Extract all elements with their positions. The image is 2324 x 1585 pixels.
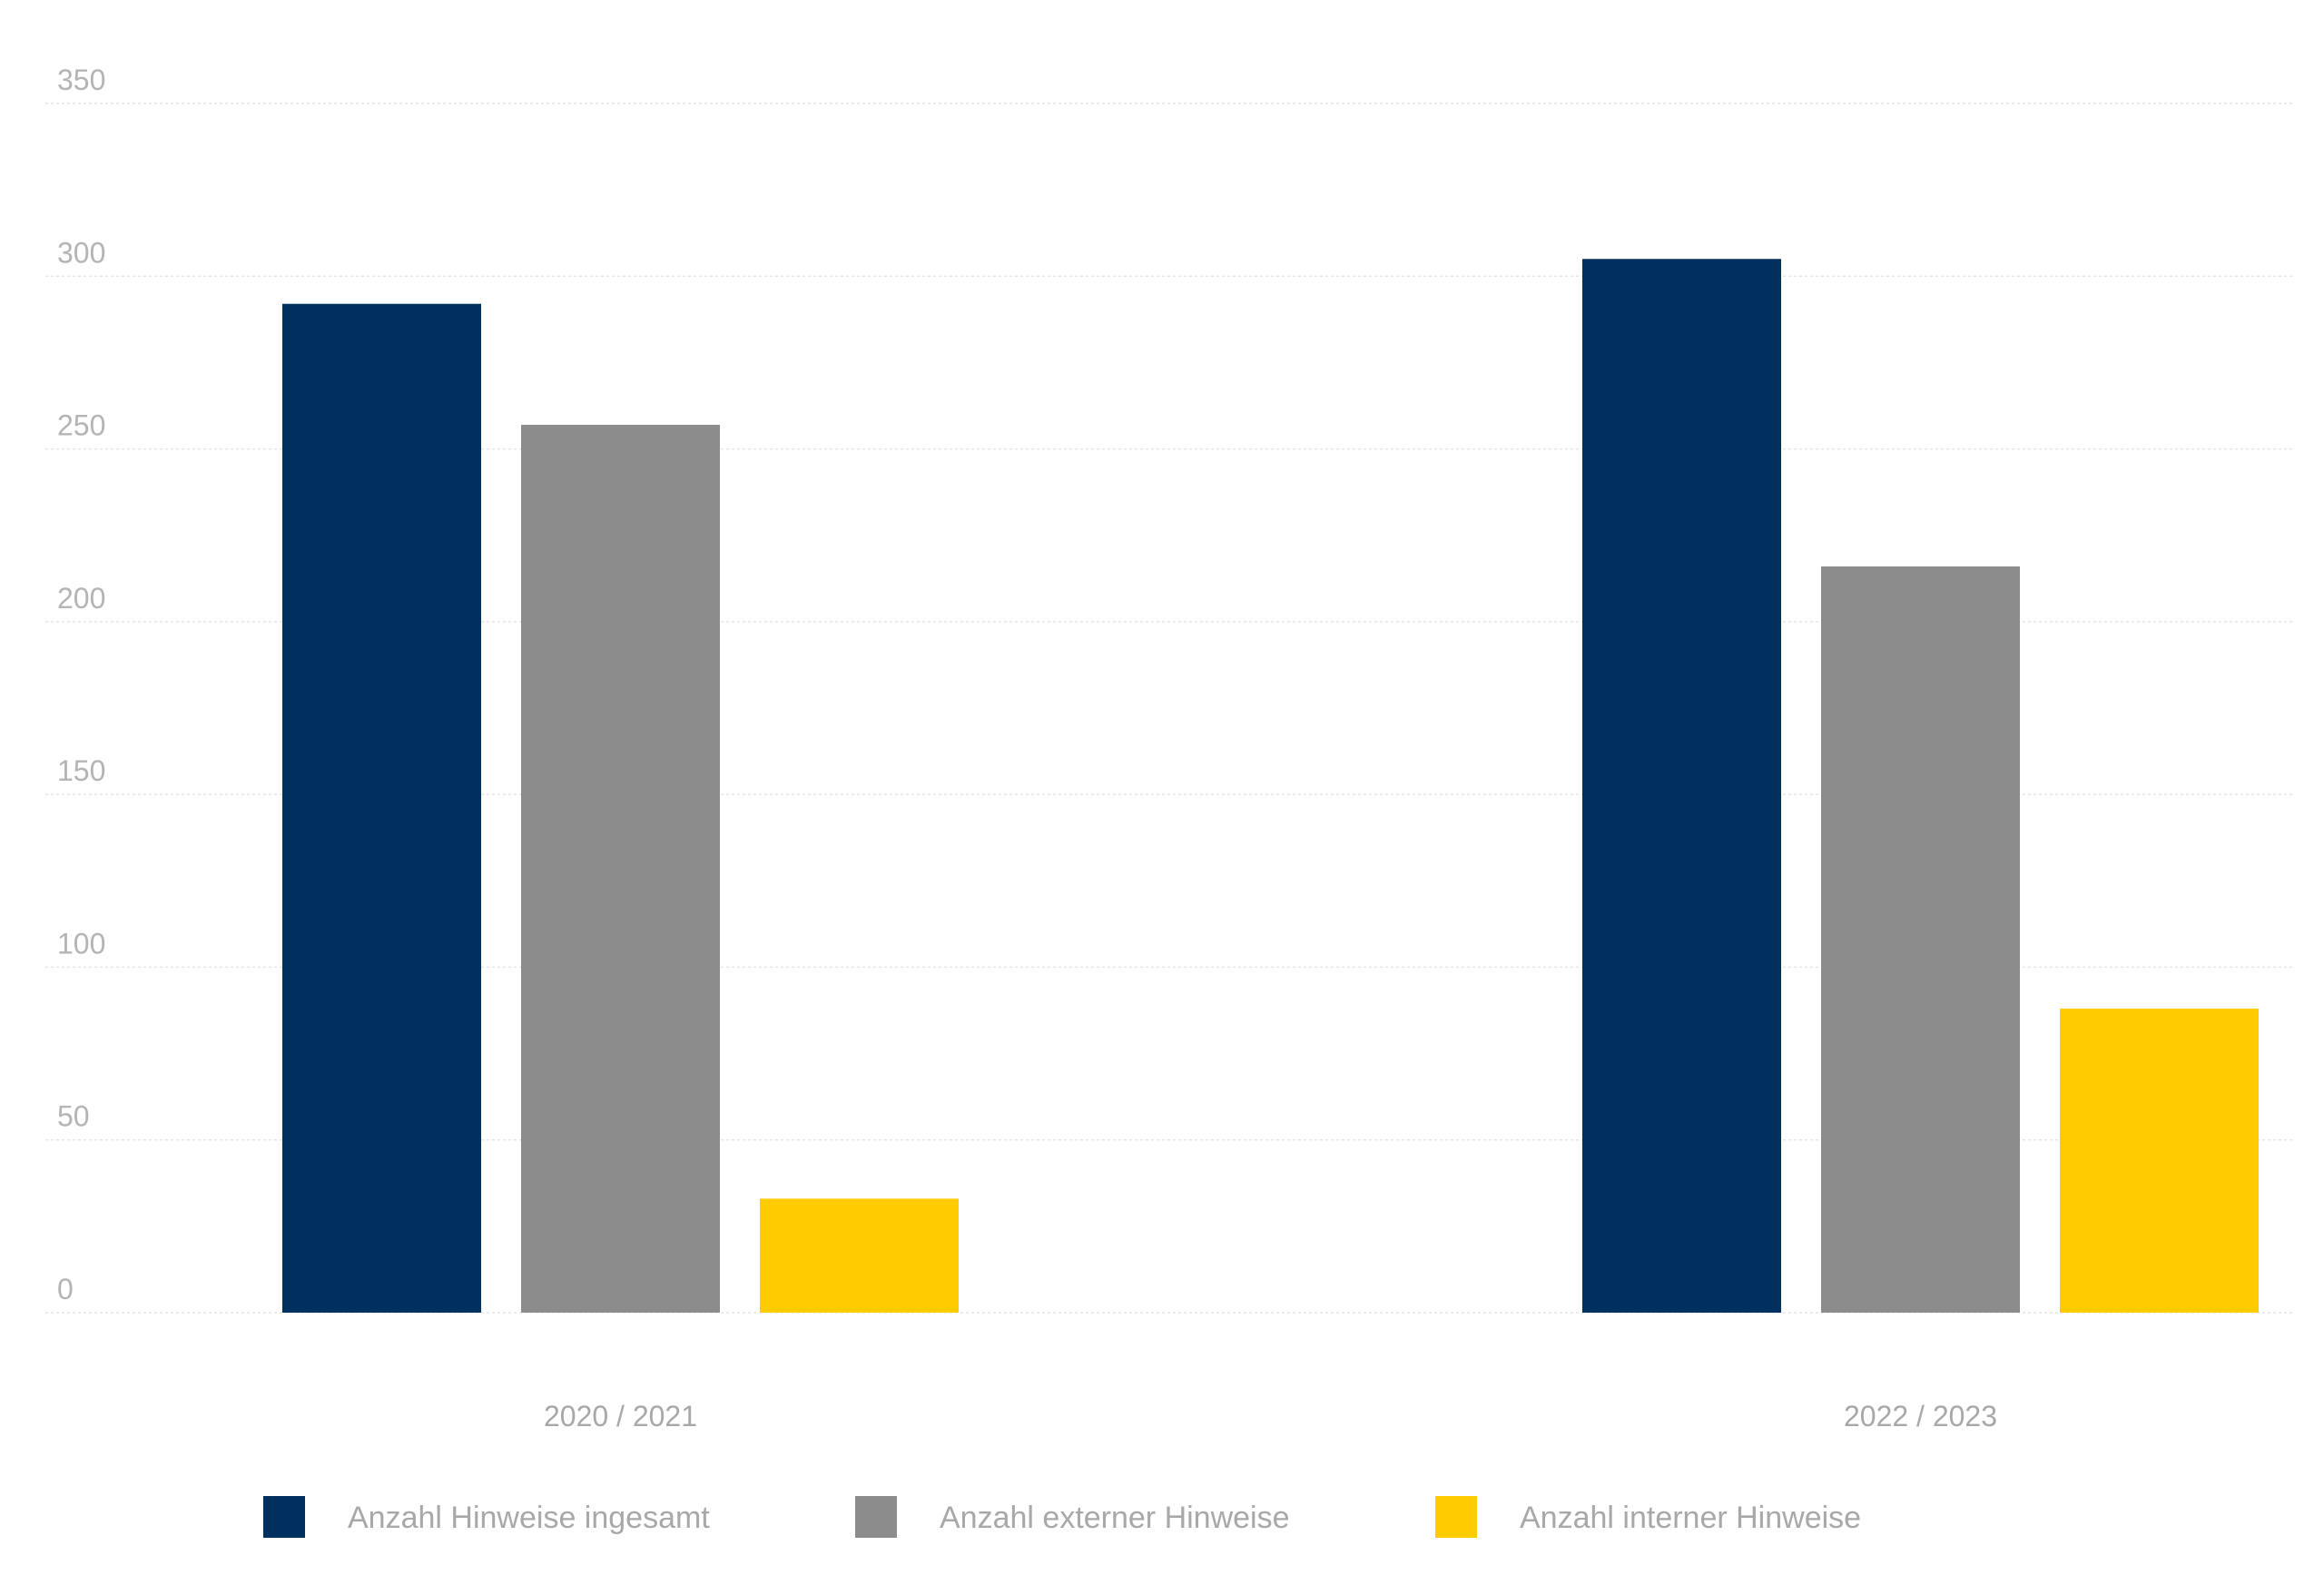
y-tick-label: 0: [57, 1273, 74, 1305]
bar-layer: [282, 259, 2259, 1314]
legend-label-3: Anzahl interner Hinweise: [1520, 1501, 1861, 1535]
y-axis-ticks: 0 50 100 150 200 250 300 350: [57, 64, 105, 1305]
bar-1-series-2: [521, 424, 720, 1314]
x-category-label: 2020 / 2021: [544, 1400, 697, 1432]
y-tick-label: 200: [57, 582, 105, 615]
legend: Anzahl Hinweise ingesamt Anzahl externer …: [263, 1496, 1861, 1538]
bar-1-series-1: [282, 303, 481, 1313]
legend-swatch-3: [1435, 1496, 1477, 1538]
y-tick-label: 250: [57, 409, 105, 442]
y-tick-label: 350: [57, 64, 105, 96]
legend-swatch-1: [263, 1496, 305, 1538]
x-category-label: 2022 / 2023: [1844, 1400, 1997, 1432]
bar-2-series-1: [1582, 259, 1781, 1314]
bar-1-series-3: [760, 1198, 959, 1313]
y-tick-label: 300: [57, 236, 105, 269]
legend-label-1: Anzahl Hinweise ingesamt: [348, 1501, 710, 1535]
x-axis-labels: 2020 / 2021 2022 / 2023: [544, 1400, 1997, 1432]
bar-2-series-3: [2060, 1009, 2259, 1313]
grid-layer: [45, 103, 2292, 1314]
legend-swatch-2: [855, 1496, 897, 1538]
y-tick-label: 50: [57, 1100, 90, 1133]
y-tick-label: 100: [57, 927, 105, 960]
bar-2-series-2: [1821, 566, 2020, 1313]
legend-label-2: Anzahl externer Hinweise: [940, 1501, 1290, 1535]
y-tick-label: 150: [57, 754, 105, 787]
